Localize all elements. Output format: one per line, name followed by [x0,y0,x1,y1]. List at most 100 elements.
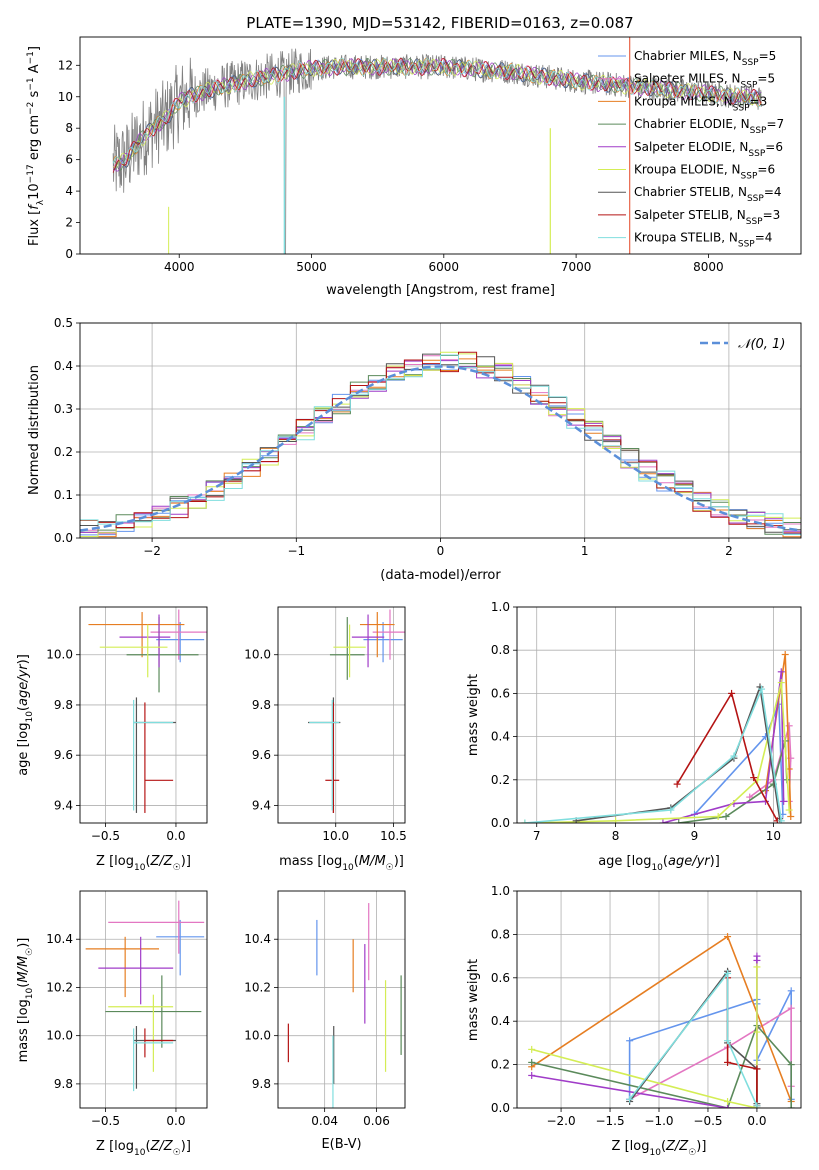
series-line [531,935,792,1102]
y-axis-label: Normed distribution [27,365,42,495]
y-tick-label: 9.8 [54,1077,73,1091]
x-tick-label: 10.0 [322,829,349,843]
y-tick-label: 10 [58,90,73,104]
series-line [726,977,758,1106]
plot-area [287,903,402,1108]
series-line [524,682,790,823]
x-tick-label: 2 [725,544,733,558]
histogram-step [80,354,801,535]
x-tick-label: 0.0 [166,829,185,843]
axes-frame [277,606,406,824]
x-axis-label: Z [log10(Z/Z☉)] [96,1139,191,1158]
x-tick-label: −0.5 [91,829,120,843]
y-tick-label: 9.4 [252,798,271,812]
x-tick-label: 9 [691,829,699,843]
x-tick-label: −0.5 [91,1114,120,1128]
plot-area [112,37,762,254]
x-tick-label: −1.0 [644,1114,673,1128]
model-spectrum [112,57,762,164]
x-tick-label: 10.5 [380,829,407,843]
plot-area [528,933,795,1108]
y-tick-label: 0.5 [54,316,73,330]
legend-label: 𝒩(0, 1) [738,337,785,352]
panel-mass-EBV: 0.04 0.06 9.8 10.0 10.2 10.4 E(B-V) [244,890,406,1152]
legend-label: Salpeter ELODIE, NSSP=6 [634,140,783,159]
legend-label: Chabrier STELIB, NSSP=4 [634,185,782,204]
model-spectrum [112,58,762,173]
y-tick-label: 9.6 [252,748,271,762]
y-tick-label: 0.2 [491,1058,510,1072]
y-tick-label: 0 [65,247,73,261]
x-axis-label: E(B-V) [321,1137,361,1152]
y-tick-label: 1.0 [491,600,510,614]
y-tick-label: 6 [65,153,73,167]
y-tick-label: 1.0 [491,884,510,898]
x-tick-label: −2.0 [546,1114,575,1128]
legend-label: Kroupa MILES, NSSP=3 [634,94,767,113]
y-axis-label: Flux [fλ10−17 erg cm−2 s−1 A−1] [26,46,46,246]
x-tick-label: 0.04 [311,1114,338,1128]
y-tick-label: 9.4 [54,798,73,812]
plot-area [521,651,795,823]
x-tick-label: 1 [581,544,589,558]
y-tick-label: 0.0 [491,816,510,830]
y-tick-label: 10.2 [46,980,73,994]
x-tick-label: −2 [143,544,161,558]
legend-label: Chabrier ELODIE, NSSP=7 [634,117,784,136]
x-tick-label: 7 [533,829,541,843]
y-tick-label: 12 [58,58,73,72]
x-tick-label: −1 [287,544,305,558]
y-tick-label: 2 [65,216,73,230]
y-tick-label: 0.2 [54,445,73,459]
x-tick-label: −0.5 [693,1114,722,1128]
x-tick-label: 5000 [296,260,327,274]
axes-frame [79,890,208,1109]
plot-area [308,609,405,813]
legend-label: Chabrier MILES, NSSP=5 [634,49,776,68]
x-axis-label: Z [log10(Z/Z☉)] [96,854,191,873]
y-tick-label: 10.0 [244,1029,271,1043]
y-tick-label: 0.6 [491,971,510,985]
y-tick-label: 0.1 [54,488,73,502]
y-tick-label: 9.8 [54,698,73,712]
y-tick-label: 10.2 [244,980,271,994]
legend-label: Kroupa STELIB, NSSP=4 [634,231,772,250]
y-tick-label: 10.4 [244,932,271,946]
panel-residuals: −2 −1 0 1 2 0.0 0.1 0.2 0.3 0.4 0.5 𝒩(0, 1) (data-mo… [27,316,802,583]
legend-label: Salpeter MILES, NSSP=5 [634,72,775,91]
x-tick-label: 6000 [429,260,460,274]
y-tick-label: 9.8 [252,698,271,712]
y-tick-label: 0.4 [54,359,73,373]
y-axis-label: age [log10(age/yr)] [16,654,35,776]
y-tick-label: 0.0 [54,531,73,545]
x-tick-label: 0.06 [363,1114,390,1128]
plot-area [85,900,205,1092]
series-line [628,990,793,1100]
y-tick-label: 0.4 [491,1014,510,1028]
panel-weight-Z: −2.0 −1.5 −1.0 −0.5 0.0 0.0 0.2 0.4 0.6 0.8 1.0 Z [… [466,884,802,1158]
y-axis-label: mass weight [466,674,481,756]
x-tick-label: 8000 [693,260,724,274]
y-tick-label: 9.8 [252,1077,271,1091]
legend-label: Salpeter STELIB, NSSP=3 [634,208,780,227]
x-axis-label: Z [log10(Z/Z☉)] [612,1139,707,1158]
x-tick-label: 8 [612,829,620,843]
x-tick-label: −1.5 [595,1114,624,1128]
y-tick-label: 9.6 [54,748,73,762]
x-tick-label: 0.0 [166,1114,185,1128]
x-axis-label: wavelength [Angstrom, rest frame] [326,283,555,298]
legend-label: Kroupa ELODIE, NSSP=6 [634,163,775,182]
panel-age-mass: 10.0 10.5 9.4 9.6 9.8 10.0 mass [log10(M/M☉)] [244,606,407,873]
series-line [531,967,758,1108]
plot-area [80,351,801,538]
y-tick-label: 0.3 [54,402,73,416]
normal-curve [80,365,801,532]
axes-frame [79,606,208,824]
axes-frame [277,890,406,1109]
y-tick-label: 8 [65,121,73,135]
y-tick-label: 10.0 [46,648,73,662]
y-tick-label: 10.0 [46,1029,73,1043]
axes-frame [79,36,802,255]
figure-title: PLATE=1390, MJD=53142, FIBERID=0163, z=0… [246,14,633,32]
